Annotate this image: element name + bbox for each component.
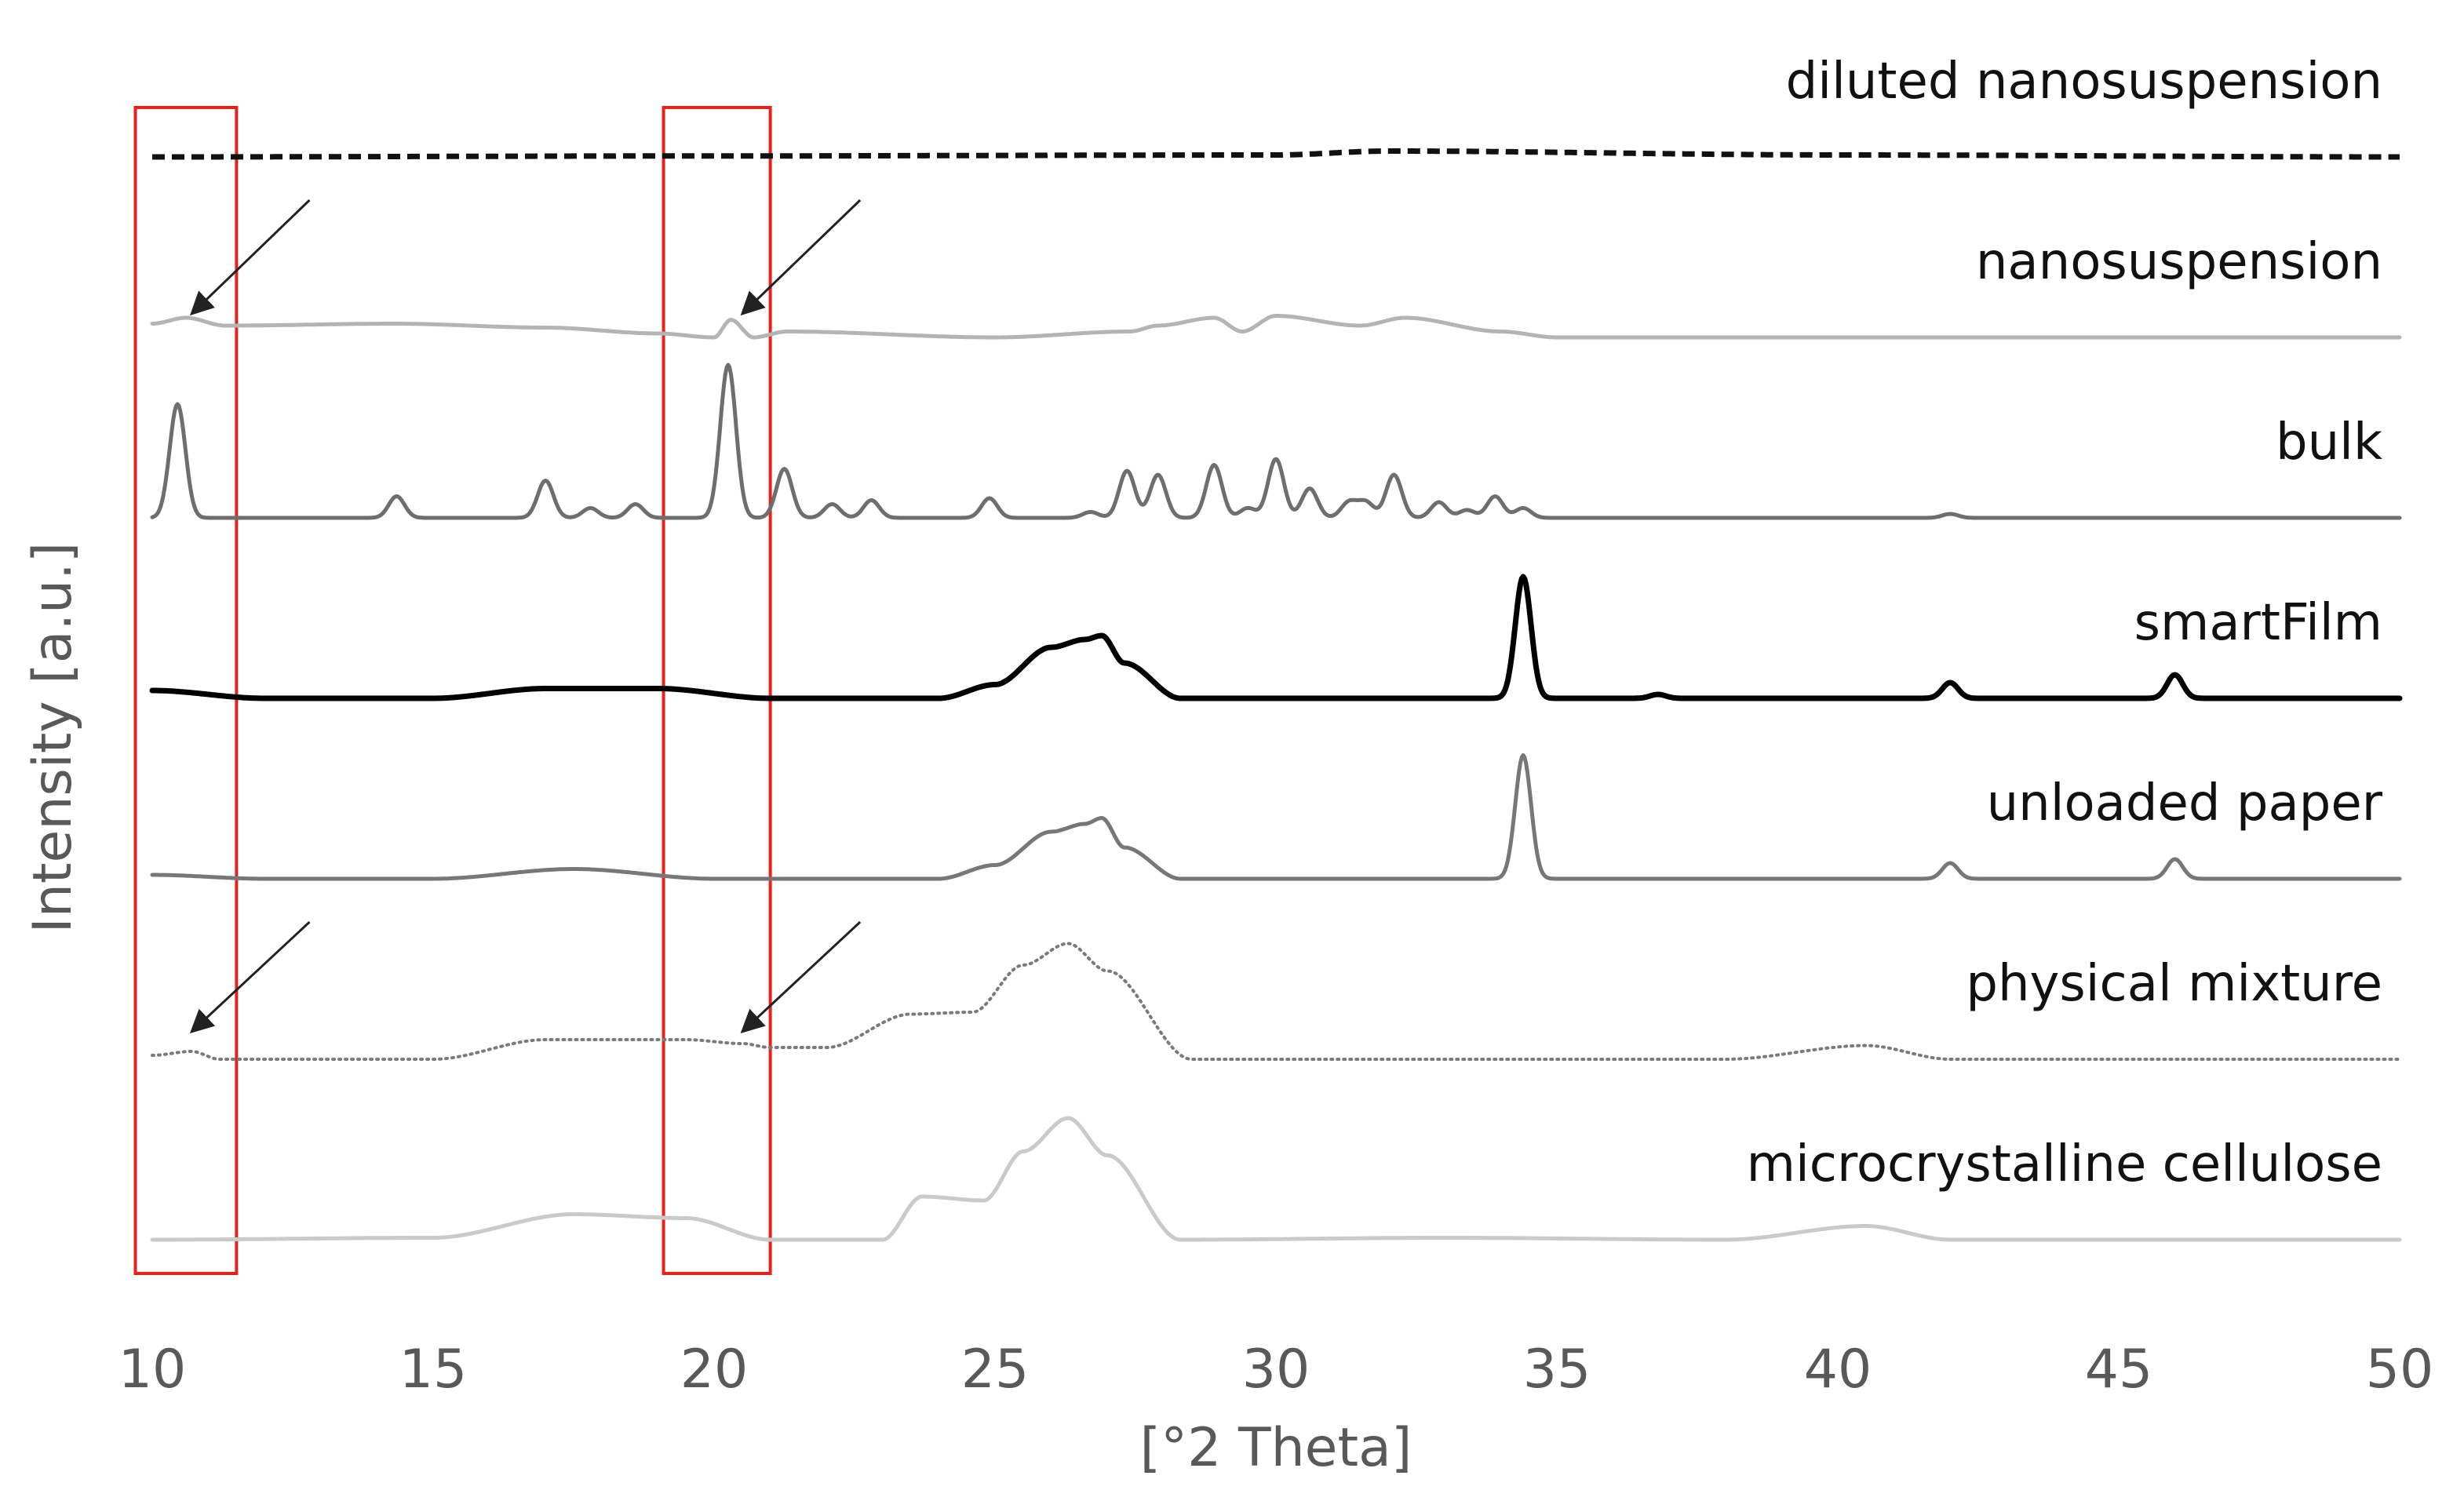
series-line-diluted-nanosuspension	[151, 148, 2401, 160]
annotation-arrow-4	[740, 920, 862, 1034]
series-lines	[149, 148, 2403, 1242]
x-tick-label: 45	[2085, 1339, 2153, 1401]
series-line-unloaded-paper	[150, 753, 2402, 881]
series-line-physical-mixture	[151, 942, 2401, 1061]
y-axis-label: Intensity [a.u.]	[22, 542, 84, 934]
x-tick-label: 15	[399, 1339, 468, 1401]
x-tick-label: 35	[1523, 1339, 1591, 1401]
x-tick-label: 50	[2366, 1339, 2434, 1401]
annotation-arrows	[189, 199, 862, 1034]
series-label-smartfilm: smartFilm	[2134, 594, 2382, 652]
series-label-physical-mixture: physical mixture	[1966, 955, 2382, 1013]
series-line-microcrystalline-cellulose	[150, 1116, 2402, 1242]
x-axis-label: [°2 Theta]	[1140, 1417, 1412, 1479]
x-tick-label: 40	[1804, 1339, 1872, 1401]
series-label-bulk: bulk	[2276, 414, 2382, 472]
highlight-box-1	[133, 106, 239, 1275]
annotation-arrow-3	[189, 920, 311, 1034]
series-labels: diluted nanosuspension nanosuspension bulk…	[1747, 53, 2383, 1193]
series-line-smartfilm	[149, 574, 2403, 701]
series-label-unloaded-paper: unloaded paper	[1987, 774, 2383, 832]
x-tick-label: 10	[118, 1339, 187, 1401]
x-tick-label: 20	[680, 1339, 749, 1401]
series-line-bulk	[150, 362, 2402, 520]
annotation-arrow-1	[189, 199, 311, 316]
series-label-nanosuspension: nanosuspension	[1976, 233, 2382, 291]
series-line-nanosuspension	[150, 314, 2402, 340]
series-label-diluted-nanosuspension: diluted nanosuspension	[1786, 53, 2382, 111]
annotation-arrow-2	[740, 199, 862, 316]
x-tick-label: 30	[1242, 1339, 1310, 1401]
series-label-microcrystalline-cellulose: microcrystalline cellulose	[1747, 1135, 2382, 1193]
x-tick-label: 25	[961, 1339, 1030, 1401]
x-axis-ticks: 10 15 20 25 30 35 40 45 50	[118, 1339, 2434, 1401]
